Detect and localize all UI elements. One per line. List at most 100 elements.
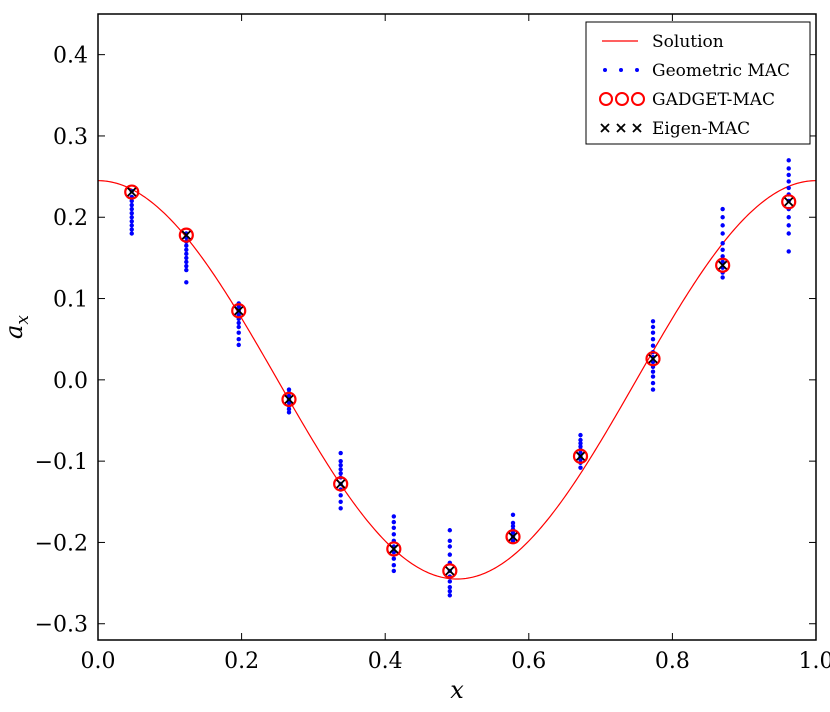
geometric-mac-point bbox=[391, 532, 397, 537]
eigen-mac-point bbox=[336, 479, 346, 489]
geometric-mac-point bbox=[720, 215, 725, 220]
geometric-mac-point bbox=[510, 530, 516, 535]
geometric-mac-point bbox=[447, 579, 453, 584]
geometric-mac-point bbox=[447, 528, 453, 533]
eigen-mac-point bbox=[718, 260, 728, 270]
legend-box bbox=[585, 21, 811, 145]
geometric-mac-point bbox=[338, 499, 343, 504]
geometric-mac-point bbox=[510, 520, 516, 526]
geometric-mac-point bbox=[338, 463, 343, 468]
geometric-mac-point bbox=[184, 251, 189, 257]
plot-content bbox=[97, 158, 817, 598]
gadget-mac-point bbox=[333, 476, 349, 492]
geometric-mac-point bbox=[391, 514, 397, 519]
x-axis-ticks: 0.0 0.2 0.4 0.6 0.8 1.0 bbox=[81, 14, 830, 674]
gadget-mac-point bbox=[505, 529, 521, 545]
eigen-mac-point bbox=[784, 197, 794, 207]
legend-swatch-circle bbox=[631, 92, 645, 106]
geometric-mac-point bbox=[184, 243, 189, 248]
geometric-mac-point bbox=[286, 406, 292, 412]
geometric-mac-point bbox=[184, 263, 189, 269]
y-tick-label: 0.4 bbox=[53, 44, 88, 69]
geometric-mac-point bbox=[184, 247, 189, 252]
gadget-mac-point bbox=[442, 563, 458, 579]
geometric-mac-point bbox=[578, 465, 583, 470]
geometric-mac-point bbox=[650, 380, 656, 386]
geometric-mac-point bbox=[447, 593, 453, 598]
legend-swatch-dot bbox=[619, 68, 623, 72]
geometric-mac-point bbox=[720, 206, 725, 212]
geometric-mac-point bbox=[786, 166, 791, 171]
legend-swatch-cross bbox=[632, 123, 642, 133]
x-tick-label: 0.8 bbox=[655, 649, 690, 674]
geometric-mac-point bbox=[786, 249, 791, 254]
geometric-mac-point bbox=[338, 450, 343, 456]
gadget-mac-point bbox=[645, 351, 661, 367]
geometric-mac-point bbox=[447, 584, 453, 590]
geometric-mac-point bbox=[184, 259, 189, 265]
gadget-mac-points bbox=[124, 184, 797, 579]
gadget-mac-point bbox=[781, 194, 797, 210]
geometric-mac-point bbox=[786, 158, 791, 163]
geometric-mac-point bbox=[786, 179, 791, 184]
x-tick-label: 1.0 bbox=[799, 649, 830, 674]
geometric-mac-point bbox=[650, 330, 656, 335]
legend-swatch-dot bbox=[603, 68, 607, 72]
geometric-mac-point bbox=[720, 223, 725, 228]
x-tick-label: 0.4 bbox=[368, 649, 403, 674]
geometric-mac-point bbox=[236, 342, 241, 348]
geometric-mac-point bbox=[720, 247, 725, 252]
geometric-mac-point bbox=[510, 538, 516, 544]
geometric-mac-point bbox=[447, 544, 453, 549]
eigen-mac-point bbox=[508, 532, 518, 542]
eigen-mac-point bbox=[234, 306, 244, 316]
x-axis-label: x bbox=[450, 676, 464, 704]
legend-swatch-circle bbox=[599, 92, 613, 106]
geometric-mac-point bbox=[129, 202, 134, 208]
eigen-mac-point bbox=[127, 187, 137, 197]
plot-frame bbox=[97, 13, 817, 641]
legend-swatch-dot bbox=[635, 68, 639, 72]
geometric-mac-point bbox=[391, 568, 397, 574]
geometric-mac-point bbox=[447, 589, 453, 594]
legend-swatch-cross bbox=[616, 123, 626, 133]
geometric-mac-point bbox=[338, 493, 343, 498]
eigen-mac-point bbox=[284, 394, 294, 404]
geometric-mac-point bbox=[236, 324, 241, 330]
geometric-mac-points bbox=[129, 158, 791, 598]
geometric-mac-point bbox=[338, 467, 343, 472]
y-tick-label: −0.3 bbox=[35, 613, 88, 638]
geometric-mac-point bbox=[129, 227, 134, 232]
geometric-mac-point bbox=[129, 206, 134, 212]
geometric-mac-point bbox=[184, 267, 189, 273]
geometric-mac-point bbox=[286, 410, 292, 415]
geometric-mac-point bbox=[129, 210, 134, 216]
geometric-mac-point bbox=[650, 319, 656, 324]
geometric-mac-point bbox=[510, 512, 516, 517]
geometric-mac-point bbox=[720, 231, 725, 236]
geometric-mac-point bbox=[338, 506, 343, 511]
geometric-mac-point bbox=[786, 172, 791, 178]
geometric-mac-point bbox=[236, 336, 241, 342]
x-tick-label: 0.6 bbox=[511, 649, 546, 674]
gadget-mac-point bbox=[231, 303, 247, 319]
geometric-mac-point bbox=[391, 556, 397, 561]
geometric-mac-point bbox=[391, 519, 397, 525]
y-axis-label-subscript: x bbox=[13, 315, 33, 325]
legend-label: Solution bbox=[652, 32, 724, 52]
geometric-mac-point bbox=[391, 525, 397, 531]
geometric-mac-point bbox=[338, 458, 343, 464]
geometric-mac-point bbox=[720, 254, 725, 259]
geometric-mac-point bbox=[578, 441, 583, 446]
geometric-mac-point bbox=[650, 324, 656, 330]
geometric-mac-point bbox=[786, 231, 791, 236]
y-tick-label: 0.1 bbox=[53, 288, 88, 313]
x-tick-label: 0.2 bbox=[224, 649, 259, 674]
y-tick-label: −0.2 bbox=[35, 531, 88, 556]
geometric-mac-point bbox=[786, 185, 791, 191]
gadget-mac-point bbox=[386, 541, 402, 557]
legend-label: Geometric MAC bbox=[652, 61, 790, 81]
gadget-mac-point bbox=[715, 257, 731, 273]
geometric-mac-point bbox=[184, 280, 189, 285]
